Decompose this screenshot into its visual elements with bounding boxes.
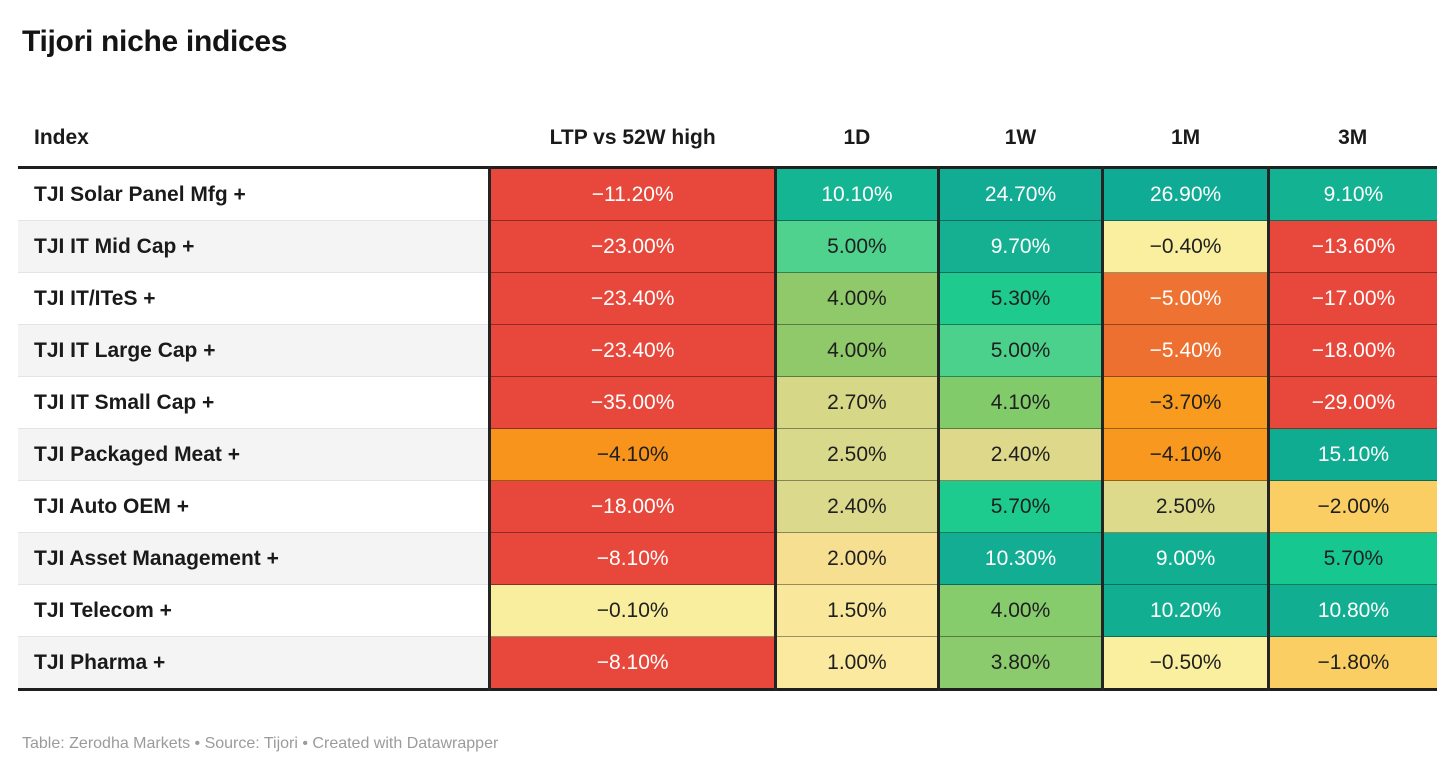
value-cell-m1: −3.70%	[1101, 376, 1269, 429]
table-row: TJI Pharma + −8.10% 1.00% 3.80% −0.50% −1.80%	[18, 636, 1437, 690]
value-cell-w1: 9.70%	[936, 220, 1103, 273]
value-cell-d1: 2.70%	[774, 376, 939, 429]
value-cell-m3: 10.80%	[1266, 584, 1437, 637]
value-cell-w1: 4.00%	[936, 584, 1103, 637]
value-cell-w1: 5.00%	[936, 324, 1103, 377]
value-cell-w1: 24.70%	[936, 167, 1103, 221]
table-row: TJI Auto OEM + −18.00% 2.40% 5.70% 2.50% −2.0…	[18, 480, 1437, 533]
row-label-expander[interactable]: TJI Auto OEM +	[18, 480, 490, 533]
value-cell-m3: −2.00%	[1266, 480, 1437, 533]
value-cell-m1: −5.00%	[1101, 272, 1269, 325]
column-header-1d: 1D	[843, 126, 871, 149]
row-label-expander[interactable]: TJI Asset Management +	[18, 532, 490, 585]
value-cell-ltp: −23.00%	[488, 220, 776, 273]
row-label-expander[interactable]: TJI IT/ITeS +	[18, 272, 490, 325]
value-cell-m1: 2.50%	[1101, 480, 1269, 533]
value-cell-m3: −1.80%	[1266, 636, 1437, 690]
value-cell-m1: −5.40%	[1101, 324, 1269, 377]
column-header-index: Index	[34, 126, 89, 149]
value-cell-d1: 2.50%	[774, 428, 939, 481]
value-cell-d1: 4.00%	[774, 272, 939, 325]
value-cell-w1: 4.10%	[936, 376, 1103, 429]
value-cell-ltp: −8.10%	[488, 532, 776, 585]
row-label-expander[interactable]: TJI IT Mid Cap +	[18, 220, 490, 273]
value-cell-m1: 26.90%	[1101, 167, 1269, 221]
value-cell-m3: −18.00%	[1266, 324, 1437, 377]
value-cell-m1: −0.40%	[1101, 220, 1269, 273]
value-cell-m3: 15.10%	[1266, 428, 1437, 481]
value-cell-w1: 2.40%	[936, 428, 1103, 481]
row-label-expander[interactable]: TJI Solar Panel Mfg +	[18, 167, 490, 221]
value-cell-w1: 5.30%	[936, 272, 1103, 325]
value-cell-ltp: −18.00%	[488, 480, 776, 533]
page-title: Tijori niche indices	[22, 25, 288, 58]
indices-table: Index LTP vs 52W high 1D 1W 1M 3M TJI So…	[18, 110, 1437, 691]
value-cell-ltp: −11.20%	[488, 167, 776, 221]
attribution-footer: Table: Zerodha Markets • Source: Tijori …	[22, 735, 499, 752]
row-label-expander[interactable]: TJI Pharma +	[18, 636, 490, 690]
row-label-expander[interactable]: TJI IT Small Cap +	[18, 376, 490, 429]
value-cell-m1: −0.50%	[1101, 636, 1269, 690]
value-cell-m3: −17.00%	[1266, 272, 1437, 325]
row-label-expander[interactable]: TJI Packaged Meat +	[18, 428, 490, 481]
value-cell-w1: 3.80%	[936, 636, 1103, 690]
value-cell-ltp: −35.00%	[488, 376, 776, 429]
value-cell-m3: 5.70%	[1266, 532, 1437, 585]
table-body: TJI Solar Panel Mfg + −11.20% 10.10% 24.70%…	[18, 167, 1437, 690]
table-row: TJI IT Large Cap + −23.40% 4.00% 5.00% −5.40…	[18, 324, 1437, 377]
value-cell-m3: 9.10%	[1266, 167, 1437, 221]
value-cell-ltp: −0.10%	[488, 584, 776, 637]
value-cell-m3: −13.60%	[1266, 220, 1437, 273]
table-row: TJI Packaged Meat + −4.10% 2.50% 2.40% −4.10…	[18, 428, 1437, 481]
value-cell-w1: 5.70%	[936, 480, 1103, 533]
value-cell-ltp: −23.40%	[488, 272, 776, 325]
value-cell-m1: −4.10%	[1101, 428, 1269, 481]
table-row: TJI IT/ITeS + −23.40% 4.00% 5.30% −5.00% −17.…	[18, 272, 1437, 325]
value-cell-m1: 10.20%	[1101, 584, 1269, 637]
column-header-1m: 1M	[1170, 126, 1201, 149]
value-cell-ltp: −23.40%	[488, 324, 776, 377]
value-cell-ltp: −4.10%	[488, 428, 776, 481]
table-row: TJI Solar Panel Mfg + −11.20% 10.10% 24.70%…	[18, 167, 1437, 221]
table-row: TJI Asset Management + −8.10% 2.00% 10.30% 9…	[18, 532, 1437, 585]
table-row: TJI Telecom + −0.10% 1.50% 4.00% 10.20% 10.80…	[18, 584, 1437, 637]
column-header-ltp: LTP vs 52W high	[549, 126, 716, 149]
value-cell-d1: 2.40%	[774, 480, 939, 533]
value-cell-w1: 10.30%	[936, 532, 1103, 585]
value-cell-d1: 4.00%	[774, 324, 939, 377]
value-cell-d1: 10.10%	[774, 167, 939, 221]
column-header-3m: 3M	[1338, 126, 1368, 149]
value-cell-d1: 5.00%	[774, 220, 939, 273]
value-cell-d1: 2.00%	[774, 532, 939, 585]
table-header: Index LTP vs 52W high 1D 1W 1M 3M	[18, 110, 1437, 168]
table-row: TJI IT Mid Cap + −23.00% 5.00% 9.70% −0.40% −…	[18, 220, 1437, 273]
value-cell-ltp: −8.10%	[488, 636, 776, 690]
value-cell-d1: 1.00%	[774, 636, 939, 690]
value-cell-m1: 9.00%	[1101, 532, 1269, 585]
row-label-expander[interactable]: TJI IT Large Cap +	[18, 324, 490, 377]
value-cell-d1: 1.50%	[774, 584, 939, 637]
column-header-1w: 1W	[1004, 126, 1037, 149]
table-row: TJI IT Small Cap + −35.00% 2.70% 4.10% −3.70…	[18, 376, 1437, 429]
row-label-expander[interactable]: TJI Telecom +	[18, 584, 490, 637]
value-cell-m3: −29.00%	[1266, 376, 1437, 429]
